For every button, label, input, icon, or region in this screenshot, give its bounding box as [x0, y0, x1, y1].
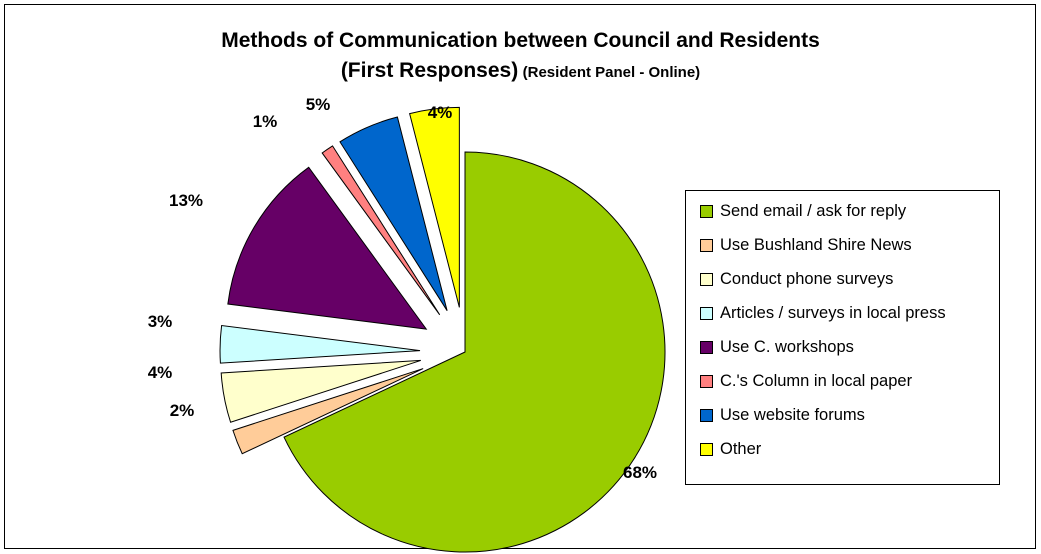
pie-data-label-8: 4% — [428, 103, 453, 122]
legend-label: Use Bushland Shire News — [720, 235, 912, 254]
legend-swatch — [700, 204, 713, 218]
pie-slice-8 — [409, 106, 460, 308]
legend-swatch — [700, 306, 713, 320]
legend-item-5: Use C. workshops — [700, 337, 854, 357]
legend-item-7: Use website forums — [700, 405, 865, 425]
legend-swatch — [700, 374, 713, 388]
legend-label: Use website forums — [720, 405, 865, 424]
legend-swatch — [700, 408, 713, 422]
legend-swatch — [700, 238, 713, 252]
pie-data-label-3: 4% — [148, 363, 173, 382]
pie-data-label-7: 5% — [306, 95, 331, 114]
pie-slice-7 — [339, 116, 448, 311]
legend-item-2: Use Bushland Shire News — [700, 235, 912, 255]
pie-data-label-6: 1% — [253, 112, 278, 131]
legend-item-4: Articles / surveys in local press — [700, 303, 946, 323]
legend-item-3: Conduct phone surveys — [700, 269, 893, 289]
chart-subtitle-panel: (Resident Panel - Online) — [522, 64, 701, 81]
legend-item-6: C.'s Column in local paper — [700, 371, 912, 391]
pie-data-label-4: 3% — [148, 312, 173, 331]
legend-item-8: Other — [700, 439, 761, 459]
pie-data-label-2: 2% — [170, 401, 195, 420]
chart-subtitle: (First Responses) — [340, 59, 519, 82]
pie-slice-2 — [232, 368, 424, 455]
pie-slice-6 — [321, 145, 441, 316]
legend-label: Conduct phone surveys — [720, 269, 894, 288]
legend-swatch — [700, 340, 713, 354]
chart-title: Methods of Communication between Council… — [221, 29, 820, 52]
legend-label: Articles / surveys in local press — [720, 303, 946, 322]
pie-slice-1 — [283, 151, 666, 553]
pie-slice-5 — [227, 166, 428, 330]
legend: Send email / ask for reply Use Bushland S… — [685, 190, 1000, 485]
legend-label: Use C. workshops — [720, 337, 854, 356]
legend-label: Other — [720, 439, 762, 458]
pie-slice-3 — [220, 359, 421, 423]
legend-label: Send email / ask for reply — [720, 201, 907, 220]
legend-item-1: Send email / ask for reply — [700, 201, 906, 221]
pie-data-label-5: 13% — [169, 191, 203, 210]
legend-label: C.'s Column in local paper — [720, 371, 913, 390]
legend-swatch — [700, 442, 713, 456]
pie-data-label-1: 68% — [623, 463, 657, 482]
chart-subtitle-line: (First Responses) (Resident Panel - Onli… — [0, 56, 1041, 88]
legend-swatch — [700, 272, 713, 286]
pie-slice-4 — [219, 324, 421, 364]
